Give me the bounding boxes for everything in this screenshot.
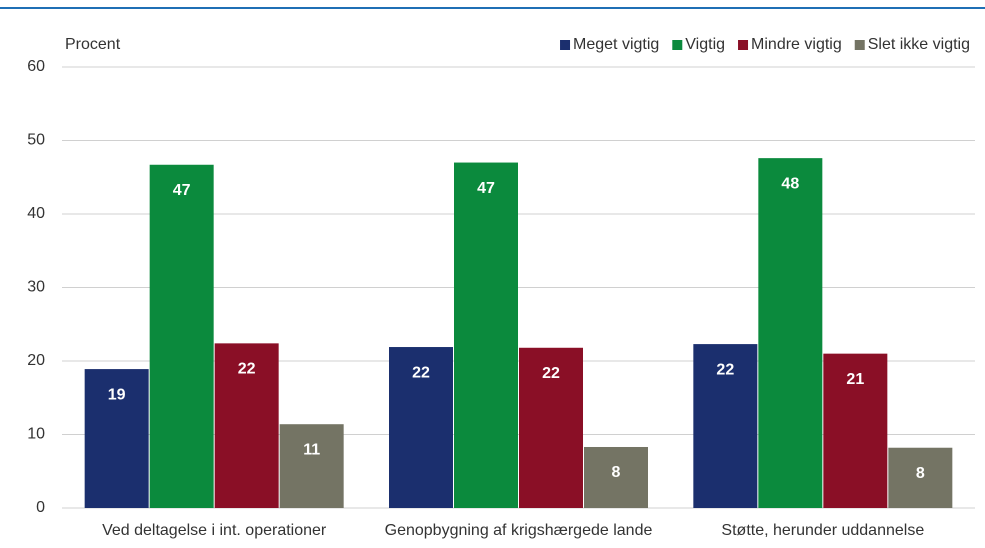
bar bbox=[454, 162, 518, 509]
value-label: 19 bbox=[108, 386, 126, 403]
x-tick-label: Ved deltagelse i int. operationer bbox=[102, 522, 327, 539]
y-tick-label: 60 bbox=[27, 58, 45, 75]
bar bbox=[519, 347, 583, 508]
value-label: 48 bbox=[781, 175, 799, 192]
y-tick-label: 30 bbox=[27, 279, 45, 296]
y-axis-label: Procent bbox=[65, 36, 121, 53]
legend-swatch bbox=[672, 40, 683, 50]
legend-label: Slet ikke vigtig bbox=[868, 36, 970, 53]
y-tick-label: 40 bbox=[27, 205, 45, 222]
value-label: 22 bbox=[238, 361, 256, 378]
legend-label: Mindre vigtig bbox=[751, 36, 842, 53]
value-label: 47 bbox=[173, 182, 191, 199]
value-label: 21 bbox=[846, 371, 864, 388]
value-label: 47 bbox=[477, 180, 495, 197]
x-tick-label: Støtte, herunder uddannelse bbox=[721, 522, 924, 539]
x-tick-label: Genopbygning af krigshærgede lande bbox=[385, 522, 653, 539]
legend-item: Slet ikke vigtig bbox=[854, 36, 970, 53]
bar bbox=[279, 424, 344, 508]
legend-swatch bbox=[738, 40, 749, 50]
bar bbox=[214, 343, 279, 508]
legend-item: Mindre vigtig bbox=[738, 36, 842, 53]
bar bbox=[149, 164, 214, 508]
y-tick-label: 10 bbox=[27, 426, 45, 443]
bar bbox=[693, 344, 758, 508]
y-tick-label: 20 bbox=[27, 352, 45, 369]
legend-item: Vigtig bbox=[672, 36, 725, 53]
bar bbox=[389, 347, 453, 508]
bar bbox=[823, 353, 888, 508]
value-label: 22 bbox=[542, 365, 560, 382]
legend-item: Meget vigtig bbox=[560, 36, 659, 53]
value-label: 8 bbox=[612, 464, 621, 481]
legend-swatch bbox=[560, 40, 571, 50]
legend-label: Meget vigtig bbox=[573, 36, 659, 53]
bar bbox=[888, 447, 953, 508]
bar bbox=[758, 158, 823, 508]
legend-swatch bbox=[854, 40, 865, 50]
value-label: 22 bbox=[412, 364, 430, 381]
value-label: 8 bbox=[916, 465, 925, 482]
bar bbox=[84, 369, 149, 508]
bar bbox=[584, 446, 648, 508]
value-label: 11 bbox=[303, 441, 320, 458]
legend-label: Vigtig bbox=[685, 36, 725, 53]
value-label: 22 bbox=[716, 361, 734, 378]
y-tick-label: 50 bbox=[27, 132, 45, 149]
y-tick-label: 0 bbox=[36, 499, 45, 516]
